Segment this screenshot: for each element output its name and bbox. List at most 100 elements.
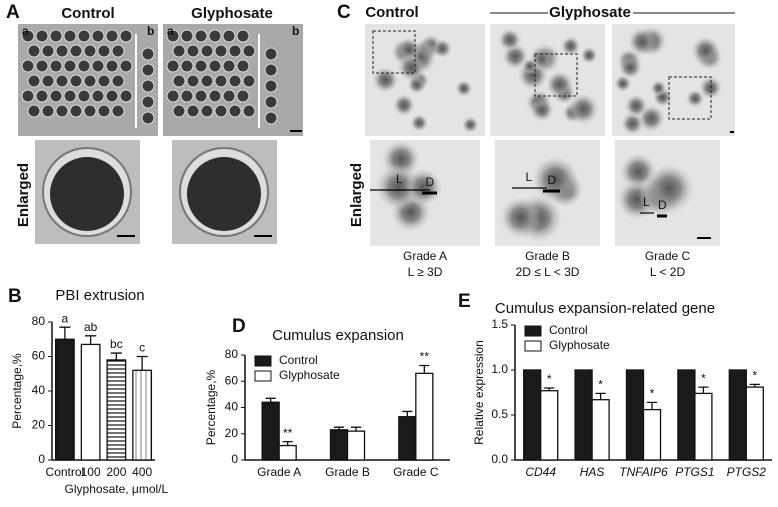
oocyte bbox=[214, 44, 228, 58]
significance-label: * bbox=[547, 372, 552, 386]
oocyte bbox=[264, 63, 278, 77]
y-tick-label: 0.0 bbox=[491, 452, 508, 466]
bar bbox=[677, 369, 696, 461]
x-axis-label: Glyphosate, μmol/L bbox=[65, 482, 169, 496]
significance-label: ** bbox=[283, 426, 293, 440]
l-label: L bbox=[643, 195, 650, 209]
oocyte bbox=[105, 29, 119, 43]
oocyte bbox=[186, 104, 200, 118]
y-tick-label: 40 bbox=[225, 400, 239, 414]
significance-label: * bbox=[650, 387, 655, 401]
bar bbox=[329, 429, 349, 461]
oocyte bbox=[97, 44, 111, 58]
oocyte bbox=[105, 59, 119, 73]
y-tick-label: 80 bbox=[32, 314, 46, 328]
oocyte bbox=[91, 29, 105, 43]
oocyte bbox=[49, 29, 63, 43]
row-label: Enlarged bbox=[15, 163, 32, 227]
error-bar bbox=[698, 386, 709, 394]
significance-label: ** bbox=[420, 350, 430, 364]
bar bbox=[415, 372, 434, 461]
y-tick-label: 40 bbox=[32, 383, 46, 397]
error-bar bbox=[749, 383, 760, 388]
oocyte bbox=[222, 29, 236, 43]
x-tick-label: 100 bbox=[81, 465, 101, 479]
x-tick-label: HAS bbox=[580, 465, 605, 479]
oocyte bbox=[186, 74, 200, 88]
coc bbox=[618, 55, 643, 80]
y-tick-label: 0.5 bbox=[491, 407, 508, 421]
oocyte bbox=[69, 44, 83, 58]
x-tick-label: 400 bbox=[132, 465, 152, 479]
y-tick-label: 20 bbox=[32, 418, 46, 432]
oocyte bbox=[208, 59, 222, 73]
oocyte bbox=[97, 104, 111, 118]
legend-swatch bbox=[254, 355, 272, 367]
chart-title: PBI extrusion bbox=[55, 287, 144, 304]
coc bbox=[614, 74, 632, 93]
oocyte bbox=[180, 89, 194, 103]
oocyte bbox=[236, 89, 250, 103]
grade-name: Grade A bbox=[403, 249, 447, 263]
micrographs bbox=[18, 24, 735, 246]
sub-label: a bbox=[167, 24, 174, 38]
oocyte bbox=[83, 74, 97, 88]
y-tick-label: 1.0 bbox=[491, 362, 508, 376]
oocyte bbox=[69, 74, 83, 88]
d-label: D bbox=[548, 173, 557, 187]
oocyte bbox=[111, 104, 125, 118]
bar bbox=[540, 390, 559, 461]
bar bbox=[523, 369, 542, 461]
coc bbox=[620, 112, 644, 136]
oocyte bbox=[27, 74, 41, 88]
oocyte bbox=[242, 44, 256, 58]
y-tick-label: 20 bbox=[225, 426, 239, 440]
x-tick-label: Grade C bbox=[393, 465, 439, 479]
error-bar bbox=[85, 335, 97, 345]
oocyte bbox=[119, 59, 133, 73]
bar bbox=[728, 369, 747, 461]
legend-label: Glyphosate bbox=[279, 368, 340, 382]
bar bbox=[106, 359, 127, 461]
legend-label: Control bbox=[279, 353, 318, 367]
coc bbox=[404, 168, 443, 207]
inset-box bbox=[668, 76, 712, 120]
oocyte bbox=[242, 74, 256, 88]
grade-name: Grade B bbox=[525, 249, 570, 263]
x-tick-label: TNFAIP6 bbox=[619, 465, 668, 479]
oocyte bbox=[172, 104, 186, 118]
bar bbox=[278, 444, 297, 461]
grade-rule: L ≥ 3D bbox=[408, 265, 443, 279]
grade-name: Grade C bbox=[645, 249, 691, 263]
oocyte bbox=[21, 29, 35, 43]
oocyte bbox=[55, 44, 69, 58]
oocyte bbox=[50, 157, 124, 231]
error-bar bbox=[350, 426, 362, 432]
oocyte bbox=[141, 95, 155, 109]
chart-title: Cumulus expansion bbox=[272, 327, 404, 344]
y-tick-label: 0 bbox=[231, 452, 238, 466]
bar bbox=[694, 392, 713, 461]
error-bar bbox=[59, 326, 71, 340]
coc bbox=[432, 38, 453, 59]
oocyte bbox=[242, 104, 256, 118]
coc bbox=[455, 79, 473, 98]
oocyte bbox=[222, 89, 236, 103]
coc bbox=[498, 28, 522, 52]
bar bbox=[398, 416, 417, 461]
l-label: L bbox=[396, 172, 403, 186]
oocyte bbox=[228, 74, 242, 88]
oocyte bbox=[194, 59, 208, 73]
panel-letter: B bbox=[8, 286, 22, 307]
coc bbox=[410, 113, 429, 132]
oocyte bbox=[214, 74, 228, 88]
error-bar bbox=[110, 352, 122, 360]
chart-title: Cumulus expansion-related gene bbox=[495, 300, 715, 317]
oocyte bbox=[49, 89, 63, 103]
oocyte bbox=[264, 79, 278, 93]
y-tick-label: 80 bbox=[225, 347, 239, 361]
oocyte bbox=[194, 89, 208, 103]
bar bbox=[625, 369, 645, 461]
oocyte bbox=[166, 89, 180, 103]
coc bbox=[580, 46, 598, 64]
